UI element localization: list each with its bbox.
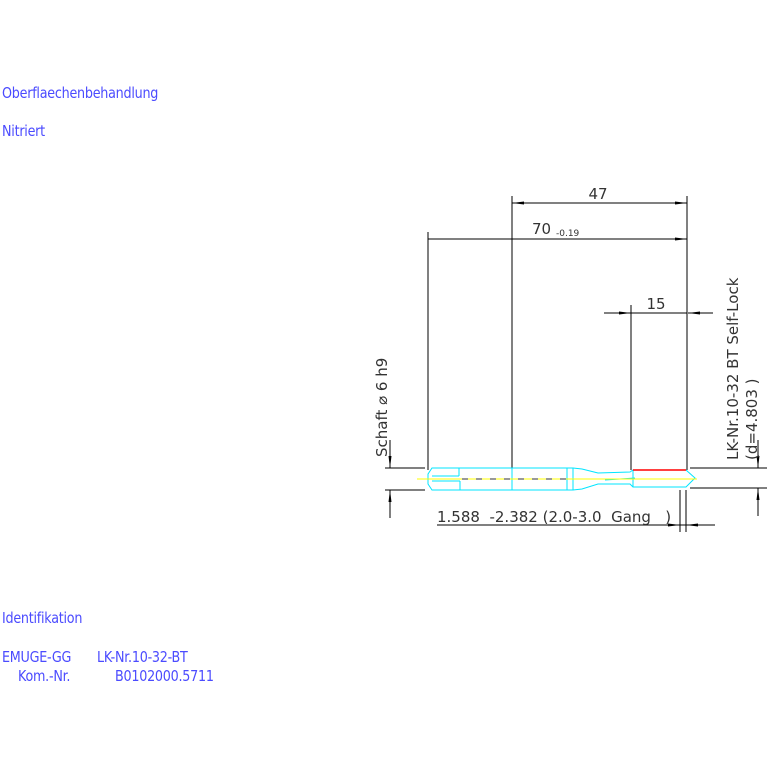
dim-15-text: 15 [646, 295, 665, 313]
surface-value: Nitriert [2, 122, 45, 140]
thread-label: LK-Nr.10-32 BT Self-Lock [724, 277, 742, 460]
dim-47-text: 47 [588, 185, 607, 203]
tap-outline [427, 467, 696, 491]
part-number: LK-Nr.10-32-BT [97, 648, 188, 666]
kom-label: Kom.-Nr. [18, 667, 71, 685]
maker: EMUGE-GG [2, 648, 72, 666]
dim-70-text: 70 [532, 220, 551, 238]
kom-value: B0102000.5711 [115, 667, 214, 685]
drawing-sheet [0, 82, 767, 682]
dim-70-tolerance: -0.19 [556, 229, 580, 239]
dimension-lines [385, 196, 767, 532]
thread-diameter: (d=4.803 ) [743, 378, 761, 460]
ident-heading: Identifikation [2, 609, 83, 627]
shank-label: Schaft ⌀ 6 h9 [373, 358, 391, 457]
range-label: 1.588 -2.382 (2.0-3.0 Gang ) [437, 508, 671, 526]
surface-heading: Oberflaechenbehandlung [2, 84, 159, 102]
